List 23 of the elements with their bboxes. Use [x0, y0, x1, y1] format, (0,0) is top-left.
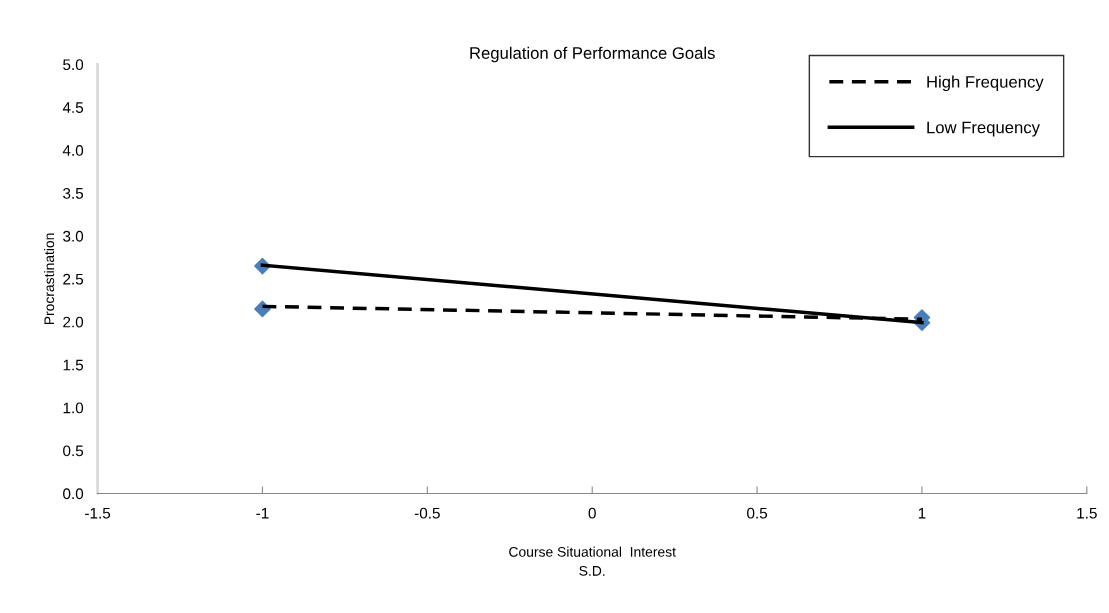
y-tick-label: 1.0 [63, 402, 84, 414]
x-tick-label: 1 [918, 507, 926, 519]
y-tick-label: 0.5 [63, 445, 84, 457]
chart-title: Regulation of Performance Goals [470, 46, 715, 63]
x-tick-label: 0 [588, 507, 596, 519]
x-tick-label: -1 [256, 507, 269, 519]
x-tick-label: 0.5 [747, 507, 768, 519]
x-axis-title: Course Situational Interest S.D. [509, 546, 676, 576]
y-tick-label: 5.0 [63, 59, 84, 71]
y-tick-label: 4.5 [62, 102, 84, 113]
y-tick-label: 1.5 [63, 359, 84, 371]
y-tick-label: 4.0 [62, 145, 84, 156]
y-tick-label: 2.5 [63, 273, 84, 285]
y-tick-label: 3.0 [63, 230, 84, 242]
x-tick-label: -0.5 [414, 507, 440, 519]
legend-label: High Frequency [927, 75, 1044, 92]
legend-label: Low Frequency [927, 121, 1040, 137]
y-tick-label: 3.5 [63, 187, 84, 199]
y-tick-label: 0.0 [63, 488, 84, 500]
y-axis-title: Procrastination [43, 233, 55, 325]
x-tick-label: -1.5 [85, 507, 111, 519]
y-tick-label: 2.0 [63, 316, 84, 328]
x-tick-label: 1.5 [1077, 507, 1097, 519]
